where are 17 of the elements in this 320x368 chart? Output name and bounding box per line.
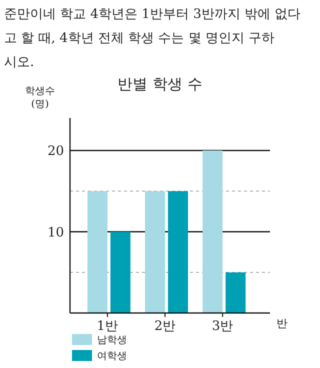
y-axis-title: 학생수 (명) <box>25 86 55 110</box>
bar <box>202 150 223 313</box>
x-axis-title: 반 <box>276 317 288 330</box>
x-tick-label: 3반 <box>212 319 234 334</box>
bar <box>110 232 130 313</box>
legend-label: 남학생 <box>97 335 127 346</box>
x-tick-label: 2반 <box>154 319 176 334</box>
bar <box>226 272 246 313</box>
legend-label: 여학생 <box>97 351 127 362</box>
chart-title: 반별 학생 수 <box>118 75 202 93</box>
y-tick-label: 20 <box>47 144 64 160</box>
text: 준만이네 학교 4학년은 1반부터 3반까지 밖에 없다고 할 때, 4학년 전체 학생 수는 몇 명인지 구하시오. <box>4 7 301 70</box>
bar <box>87 191 108 313</box>
bar <box>145 191 165 313</box>
bar <box>168 191 188 313</box>
x-tick-label: 1반 <box>96 319 118 334</box>
y-tick-label: 10 <box>47 225 64 240</box>
